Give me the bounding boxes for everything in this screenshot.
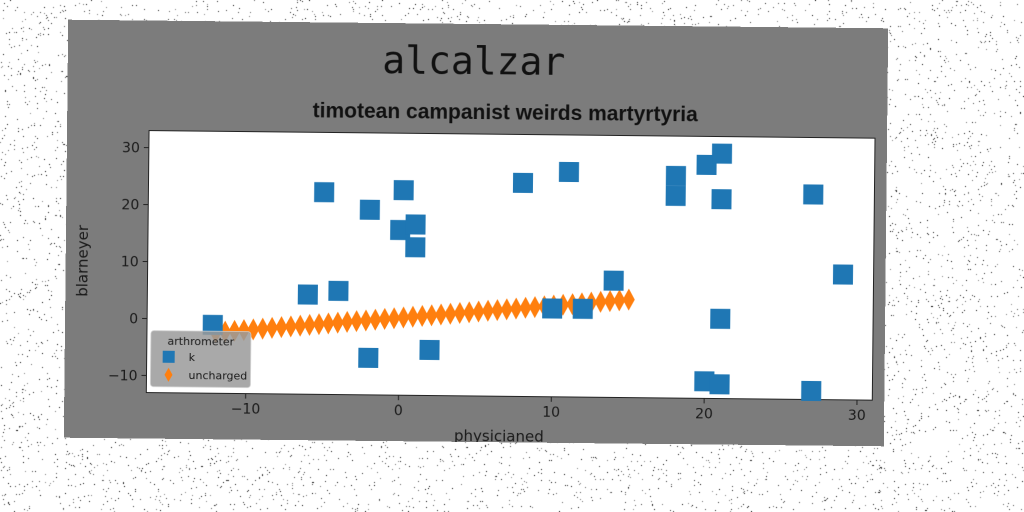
point-k	[801, 380, 822, 402]
point-uncharged	[266, 316, 279, 339]
point-uncharged	[350, 310, 363, 333]
point-uncharged	[444, 302, 457, 325]
point-k	[711, 189, 732, 210]
x-tick-label: −10	[231, 401, 261, 417]
point-uncharged	[256, 317, 269, 340]
plot-area	[145, 130, 876, 401]
point-uncharged	[453, 302, 466, 325]
point-uncharged	[622, 288, 635, 311]
point-k	[694, 371, 715, 392]
legend-label-uncharged: uncharged	[188, 369, 247, 383]
point-uncharged	[472, 300, 485, 323]
point-uncharged	[303, 313, 316, 336]
point-uncharged	[322, 312, 335, 335]
point-k	[710, 308, 731, 329]
y-tick-label: 20	[121, 197, 139, 213]
y-tick-label: 30	[122, 140, 140, 156]
point-uncharged	[341, 310, 354, 333]
point-k	[803, 184, 824, 205]
point-uncharged	[500, 298, 513, 321]
point-k	[512, 172, 534, 194]
point-k	[696, 154, 717, 175]
legend-marker-uncharged	[164, 367, 173, 382]
y-tick-label: 10	[121, 254, 139, 270]
point-uncharged	[275, 316, 288, 339]
y-axis-label: blarneyer	[73, 224, 92, 297]
point-k	[558, 161, 580, 183]
y-tick-label: 0	[129, 311, 138, 327]
figure-card: alcalzar timotean campanist weirds marty…	[63, 19, 889, 447]
axis-ticks: −10 0 10 20 30 −10 0 10 20 30	[108, 140, 866, 424]
point-uncharged	[510, 297, 523, 320]
point-k	[390, 219, 411, 241]
point-uncharged	[481, 299, 494, 322]
chart-marks	[202, 143, 854, 402]
point-uncharged	[388, 307, 401, 330]
point-k	[709, 374, 730, 395]
point-uncharged	[594, 290, 607, 313]
point-k	[665, 165, 687, 187]
point-uncharged	[294, 314, 307, 337]
y-tick-label: −10	[108, 368, 138, 384]
x-tick-label: 10	[542, 405, 560, 421]
point-k	[711, 143, 733, 164]
legend-title: arthrometer	[167, 335, 234, 349]
point-k	[542, 298, 563, 319]
point-k	[832, 264, 854, 285]
point-k	[405, 214, 426, 235]
point-uncharged	[369, 308, 382, 331]
chart-legend: arthrometer k uncharged	[150, 330, 252, 389]
point-uncharged	[435, 303, 448, 326]
point-uncharged	[491, 299, 504, 322]
legend-marker-k	[162, 350, 175, 363]
point-uncharged	[566, 293, 579, 316]
point-k	[405, 237, 426, 258]
point-k	[393, 180, 414, 201]
point-k	[572, 298, 593, 319]
point-k	[419, 339, 440, 361]
point-uncharged	[406, 305, 419, 328]
point-k	[328, 280, 349, 302]
point-uncharged	[603, 290, 616, 313]
point-k	[297, 284, 318, 305]
figure-suptitle: alcalzar	[382, 38, 565, 84]
x-tick-label: 0	[394, 403, 403, 419]
point-uncharged	[463, 301, 476, 324]
point-k	[359, 199, 380, 220]
x-axis-label: physicianed	[454, 427, 544, 446]
point-k	[314, 182, 335, 203]
point-uncharged	[528, 296, 541, 319]
point-k	[358, 347, 379, 368]
point-k	[603, 270, 624, 291]
point-uncharged	[359, 309, 372, 332]
point-uncharged	[312, 313, 325, 336]
point-uncharged	[331, 311, 344, 334]
point-uncharged	[416, 304, 429, 327]
point-uncharged	[284, 315, 297, 338]
legend-box	[150, 330, 252, 389]
x-tick-label: 30	[848, 408, 866, 424]
x-tick-label: 20	[695, 406, 713, 422]
point-uncharged	[397, 306, 410, 329]
point-uncharged	[613, 289, 626, 312]
point-uncharged	[519, 296, 532, 319]
chart-figure: alcalzar timotean campanist weirds marty…	[73, 38, 876, 446]
point-uncharged	[378, 307, 391, 330]
point-k	[202, 314, 223, 336]
point-k	[665, 185, 686, 206]
chart-title: timotean campanist weirds martyrtyria	[313, 99, 699, 126]
point-uncharged	[425, 304, 438, 327]
legend-label-k: k	[189, 351, 196, 364]
